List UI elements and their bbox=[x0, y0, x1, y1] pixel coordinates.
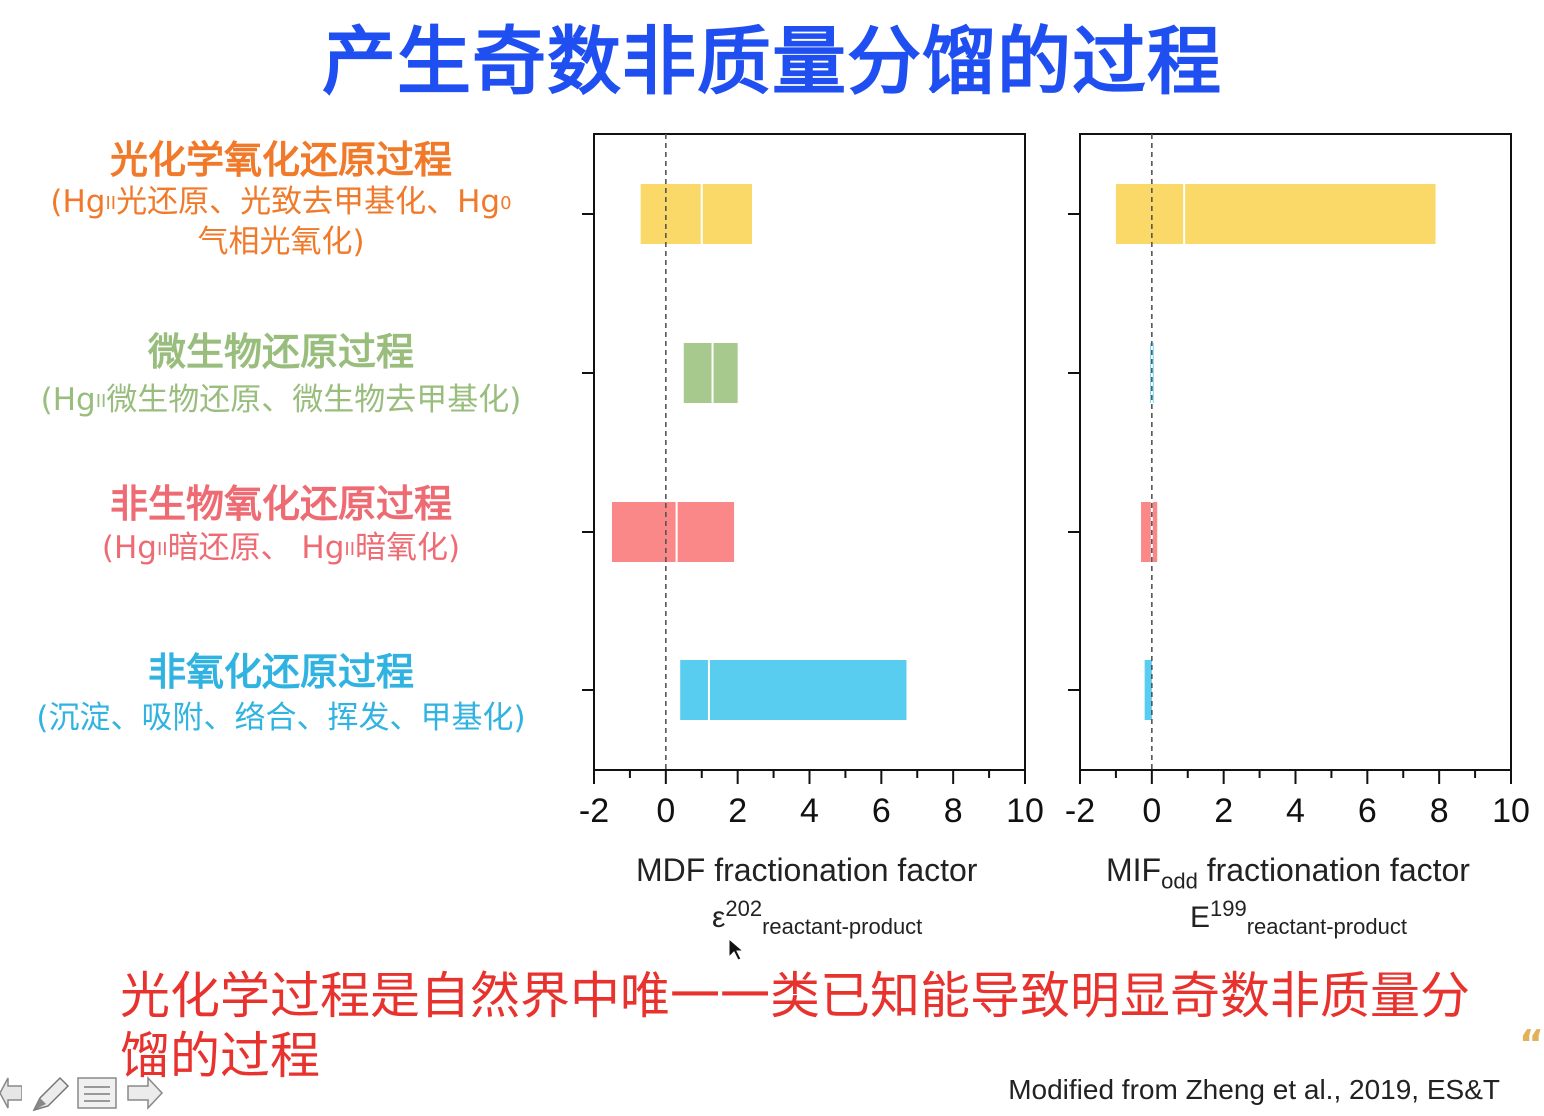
category-main: 非氧化还原过程 bbox=[147, 650, 414, 694]
mdf-bar bbox=[683, 343, 738, 403]
mdf-bar bbox=[680, 660, 907, 720]
mif-bar bbox=[1115, 184, 1436, 244]
mif-axis-symbol: E199reactant-product bbox=[1190, 896, 1407, 939]
category-sub-line2: 气相光氧化) bbox=[197, 224, 365, 260]
mdf-x-tick-label: 6 bbox=[872, 792, 891, 830]
mdf-x-tick-label: 8 bbox=[944, 792, 963, 830]
conclusion-text: 光化学过程是自然界中唯一一类已知能导致明显奇数非质量分馏的过程 bbox=[120, 967, 1470, 1085]
mdf-x-tick-label: 2 bbox=[728, 792, 747, 830]
mif-x-tick-label: 10 bbox=[1492, 792, 1530, 830]
category-main: 微生物还原过程 bbox=[147, 330, 414, 374]
category-main: 非生物氧化还原过程 bbox=[109, 482, 452, 526]
mdf-x-tick-label: 4 bbox=[800, 792, 819, 830]
mif-bar bbox=[1144, 660, 1152, 720]
mif-x-tick-label: -2 bbox=[1065, 792, 1095, 830]
slideshow-toolbar bbox=[0, 1070, 180, 1114]
category-sub: (HgII微生物还原、微生物去甲基化) bbox=[40, 382, 522, 418]
mif-x-tick-label: 2 bbox=[1214, 792, 1233, 830]
mdf-axis-symbol: ε202reactant-product bbox=[712, 896, 923, 939]
quote-mark: “ bbox=[1519, 1022, 1544, 1066]
next-arrow-icon[interactable] bbox=[126, 1076, 164, 1110]
menu-icon[interactable] bbox=[76, 1076, 118, 1110]
category-label-non-redox: 非氧化还原过程 (沉淀、吸附、络合、挥发、甲基化) bbox=[0, 650, 562, 738]
mdf-x-tick-label: 0 bbox=[656, 792, 675, 830]
category-label-microbial: 微生物还原过程 (HgII微生物还原、微生物去甲基化) bbox=[0, 330, 562, 420]
mif-x-tick-label: 8 bbox=[1430, 792, 1449, 830]
category-main: 光化学氧化还原过程 bbox=[109, 138, 452, 182]
mif-x-tick-label: 4 bbox=[1286, 792, 1305, 830]
mif-axis-title: MIFodd fractionation factor bbox=[1106, 852, 1470, 894]
source-credit: Modified from Zheng et al., 2019, ES&T bbox=[1008, 1074, 1500, 1105]
category-label-abiotic: 非生物氧化还原过程 (HgII暗还原、 HgII暗氧化) bbox=[0, 482, 562, 568]
category-sub: (HgII暗还原、 HgII暗氧化) bbox=[101, 530, 461, 566]
mdf-x-tick-label: -2 bbox=[579, 792, 609, 830]
pen-icon[interactable] bbox=[30, 1076, 70, 1114]
mdf-bar bbox=[640, 184, 753, 244]
category-sub: (沉淀、吸附、络合、挥发、甲基化) bbox=[36, 700, 526, 736]
mdf-axis-title: MDF fractionation factor bbox=[636, 852, 978, 888]
mdf-x-tick-label: 10 bbox=[1006, 792, 1044, 830]
slide-title: 产生奇数非质量分馏的过程 bbox=[322, 19, 1222, 105]
mouse-cursor-icon bbox=[728, 938, 744, 961]
category-label-photochemical: 光化学氧化还原过程 (HgII光还原、光致去甲基化、Hg0 气相光氧化) bbox=[0, 138, 562, 262]
previous-arrow-icon[interactable] bbox=[0, 1076, 22, 1110]
mdf-bar bbox=[611, 502, 735, 562]
mif-x-tick-label: 6 bbox=[1358, 792, 1377, 830]
mif-bar bbox=[1141, 502, 1158, 562]
mif-x-tick-label: 0 bbox=[1142, 792, 1161, 830]
category-sub: (HgII光还原、光致去甲基化、Hg0 bbox=[50, 184, 512, 220]
